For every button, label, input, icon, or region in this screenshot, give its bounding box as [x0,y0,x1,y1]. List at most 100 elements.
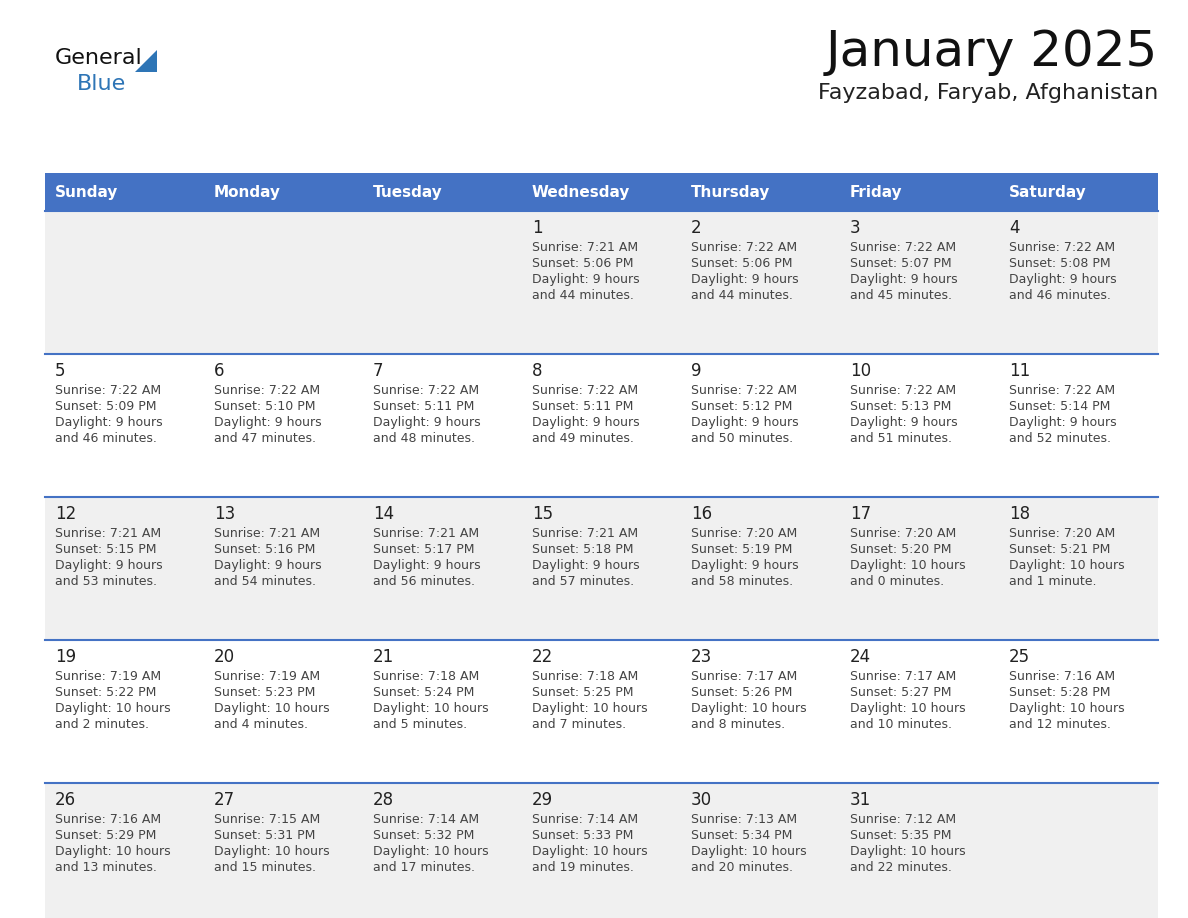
Text: 15: 15 [532,505,554,523]
Text: Daylight: 10 hours: Daylight: 10 hours [849,702,966,715]
Text: 10: 10 [849,362,871,380]
Text: Sunrise: 7:22 AM: Sunrise: 7:22 AM [849,241,956,254]
Text: and 12 minutes.: and 12 minutes. [1009,718,1111,731]
Text: Daylight: 9 hours: Daylight: 9 hours [1009,273,1117,286]
Bar [45,497,1158,640]
Text: Sunrise: 7:21 AM: Sunrise: 7:21 AM [532,527,638,540]
Text: 31: 31 [849,791,871,809]
Text: Sunrise: 7:19 AM: Sunrise: 7:19 AM [214,670,320,683]
Text: January 2025: January 2025 [826,28,1158,76]
Text: and 44 minutes.: and 44 minutes. [532,289,634,302]
Text: Daylight: 9 hours: Daylight: 9 hours [532,416,639,429]
Text: Sunset: 5:34 PM: Sunset: 5:34 PM [691,829,792,842]
Text: Sunset: 5:12 PM: Sunset: 5:12 PM [691,400,792,413]
Text: Fayzabad, Faryab, Afghanistan: Fayzabad, Faryab, Afghanistan [817,83,1158,103]
Text: Daylight: 10 hours: Daylight: 10 hours [214,845,329,858]
Text: Sunset: 5:23 PM: Sunset: 5:23 PM [214,686,315,699]
Text: and 22 minutes.: and 22 minutes. [849,861,952,874]
Text: Sunset: 5:06 PM: Sunset: 5:06 PM [532,257,633,270]
Text: Sunrise: 7:16 AM: Sunrise: 7:16 AM [55,813,162,826]
Text: 26: 26 [55,791,76,809]
Text: Sunset: 5:10 PM: Sunset: 5:10 PM [214,400,316,413]
Text: Sunset: 5:22 PM: Sunset: 5:22 PM [55,686,157,699]
Text: 24: 24 [849,648,871,666]
Text: Sunset: 5:20 PM: Sunset: 5:20 PM [849,543,952,556]
Bar [45,173,1158,211]
Text: and 46 minutes.: and 46 minutes. [1009,289,1111,302]
Text: and 47 minutes.: and 47 minutes. [214,432,316,445]
Text: Sunset: 5:32 PM: Sunset: 5:32 PM [373,829,474,842]
Text: and 50 minutes.: and 50 minutes. [691,432,794,445]
Text: Sunrise: 7:22 AM: Sunrise: 7:22 AM [691,241,797,254]
Text: and 51 minutes.: and 51 minutes. [849,432,952,445]
Text: 22: 22 [532,648,554,666]
Text: Sunrise: 7:22 AM: Sunrise: 7:22 AM [55,384,162,397]
Bar [45,783,1158,918]
Text: Daylight: 9 hours: Daylight: 9 hours [691,416,798,429]
Text: Sunrise: 7:18 AM: Sunrise: 7:18 AM [373,670,479,683]
Text: 29: 29 [532,791,554,809]
Text: Sunset: 5:06 PM: Sunset: 5:06 PM [691,257,792,270]
Text: Daylight: 9 hours: Daylight: 9 hours [55,559,163,572]
Text: Sunrise: 7:14 AM: Sunrise: 7:14 AM [532,813,638,826]
Text: Sunrise: 7:14 AM: Sunrise: 7:14 AM [373,813,479,826]
Text: and 49 minutes.: and 49 minutes. [532,432,634,445]
Text: Sunrise: 7:22 AM: Sunrise: 7:22 AM [1009,241,1116,254]
Bar [45,211,1158,354]
Text: Daylight: 10 hours: Daylight: 10 hours [849,845,966,858]
Text: Sunday: Sunday [55,185,119,199]
Text: and 53 minutes.: and 53 minutes. [55,575,157,588]
Text: Sunset: 5:28 PM: Sunset: 5:28 PM [1009,686,1111,699]
Text: 5: 5 [55,362,65,380]
Text: Sunset: 5:27 PM: Sunset: 5:27 PM [849,686,952,699]
Text: and 52 minutes.: and 52 minutes. [1009,432,1111,445]
Text: Tuesday: Tuesday [373,185,443,199]
Text: Sunrise: 7:19 AM: Sunrise: 7:19 AM [55,670,162,683]
Text: Sunset: 5:18 PM: Sunset: 5:18 PM [532,543,633,556]
Text: Daylight: 9 hours: Daylight: 9 hours [691,559,798,572]
Text: Sunset: 5:15 PM: Sunset: 5:15 PM [55,543,157,556]
Text: and 54 minutes.: and 54 minutes. [214,575,316,588]
Text: Daylight: 10 hours: Daylight: 10 hours [532,845,647,858]
Text: Sunrise: 7:17 AM: Sunrise: 7:17 AM [691,670,797,683]
Text: Thursday: Thursday [691,185,770,199]
Text: 11: 11 [1009,362,1030,380]
Text: Daylight: 10 hours: Daylight: 10 hours [849,559,966,572]
Text: Daylight: 9 hours: Daylight: 9 hours [532,273,639,286]
Text: and 8 minutes.: and 8 minutes. [691,718,785,731]
Text: Sunset: 5:13 PM: Sunset: 5:13 PM [849,400,952,413]
Text: Sunrise: 7:17 AM: Sunrise: 7:17 AM [849,670,956,683]
Text: 4: 4 [1009,219,1019,237]
Text: Sunset: 5:21 PM: Sunset: 5:21 PM [1009,543,1111,556]
Text: Daylight: 10 hours: Daylight: 10 hours [691,702,807,715]
Text: Sunrise: 7:15 AM: Sunrise: 7:15 AM [214,813,321,826]
Text: and 15 minutes.: and 15 minutes. [214,861,316,874]
Text: Daylight: 10 hours: Daylight: 10 hours [1009,559,1125,572]
Text: Sunrise: 7:13 AM: Sunrise: 7:13 AM [691,813,797,826]
Text: 6: 6 [214,362,225,380]
Text: Daylight: 9 hours: Daylight: 9 hours [1009,416,1117,429]
Text: Sunrise: 7:22 AM: Sunrise: 7:22 AM [849,384,956,397]
Text: Daylight: 10 hours: Daylight: 10 hours [1009,702,1125,715]
Text: Sunrise: 7:18 AM: Sunrise: 7:18 AM [532,670,638,683]
Text: Sunset: 5:33 PM: Sunset: 5:33 PM [532,829,633,842]
Text: and 20 minutes.: and 20 minutes. [691,861,794,874]
Text: Monday: Monday [214,185,282,199]
Text: and 4 minutes.: and 4 minutes. [214,718,308,731]
Text: 27: 27 [214,791,235,809]
Text: 28: 28 [373,791,394,809]
Text: 3: 3 [849,219,860,237]
Text: Sunset: 5:14 PM: Sunset: 5:14 PM [1009,400,1111,413]
Text: and 58 minutes.: and 58 minutes. [691,575,794,588]
Text: and 48 minutes.: and 48 minutes. [373,432,475,445]
Text: 18: 18 [1009,505,1030,523]
Text: Sunset: 5:08 PM: Sunset: 5:08 PM [1009,257,1111,270]
Text: Sunrise: 7:22 AM: Sunrise: 7:22 AM [1009,384,1116,397]
Text: Sunrise: 7:22 AM: Sunrise: 7:22 AM [691,384,797,397]
Text: Sunrise: 7:20 AM: Sunrise: 7:20 AM [849,527,956,540]
Text: 19: 19 [55,648,76,666]
Text: 1: 1 [532,219,543,237]
Text: and 10 minutes.: and 10 minutes. [849,718,952,731]
Text: Sunset: 5:17 PM: Sunset: 5:17 PM [373,543,474,556]
Text: Sunset: 5:16 PM: Sunset: 5:16 PM [214,543,315,556]
